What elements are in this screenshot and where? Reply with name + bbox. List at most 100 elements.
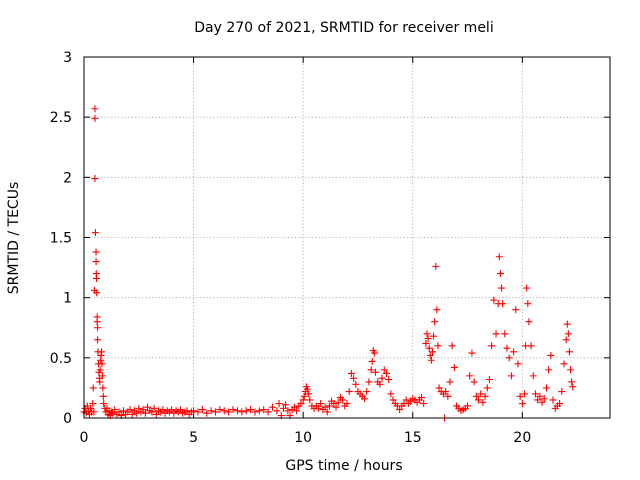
y-tick-label: 1.5 [50,231,72,247]
data-point [139,406,147,414]
data-point [332,403,340,411]
data-point [556,400,564,408]
data-point [284,407,292,415]
data-point [428,348,436,356]
data-point [420,400,428,408]
data-point [534,396,542,404]
data-point [427,356,435,364]
data-point [376,380,384,388]
data-point [238,408,246,416]
data-point [444,392,452,400]
data-point [424,335,432,343]
data-point [141,409,149,417]
data-point [531,390,539,398]
data-point [207,407,215,415]
data-point [98,360,106,368]
chart-title: Day 270 of 2021, SRMTID for receiver mel… [194,20,493,36]
data-point [496,270,504,278]
data-point [279,404,287,412]
data-point [89,384,97,392]
x-axis-label: GPS time / hours [285,458,402,474]
data-point [300,392,308,400]
data-point [525,318,533,326]
data-point [510,348,518,356]
y-tick-label: 0 [63,411,72,427]
data-point [435,384,443,392]
data-point [135,404,143,412]
data-point [321,403,329,411]
data-point [96,378,104,386]
data-point [255,407,263,415]
data-point [352,380,360,388]
data-point [148,408,156,416]
data-point [426,351,434,359]
data-point [380,366,388,374]
data-point [94,336,102,344]
data-point [558,388,566,396]
data-point [133,409,141,417]
data-point [98,372,106,380]
data-point [297,400,305,408]
data-point [304,385,312,393]
data-point [560,360,568,368]
x-tick-label: 5 [189,430,198,446]
data-point [150,404,158,412]
data-point [483,384,491,392]
data-point [128,410,136,418]
data-point [92,248,100,256]
data-point [176,406,184,414]
data-point [431,318,439,326]
data-point [268,403,276,411]
data-point [190,407,198,415]
data-point [448,342,456,350]
x-tick-labels: 0 5 10 15 20 [80,430,532,446]
data-point [91,175,99,183]
data-point [466,372,474,380]
data-point [423,330,431,338]
data-point [568,378,576,386]
y-tick-label: 1 [63,291,72,307]
data-point [306,396,314,404]
data-point [159,406,167,414]
data-point [144,403,152,411]
data-point [92,258,100,266]
data-point [152,410,160,418]
data-point [495,253,503,261]
data-point [505,354,513,362]
data-point [507,372,515,380]
data-point [563,320,571,328]
data-point [251,408,259,416]
data-point [293,407,301,415]
data-point [260,406,268,414]
data-point [363,388,371,396]
data-point [472,392,480,400]
data-point [475,396,482,404]
data-point [242,407,250,415]
data-point [330,400,338,408]
data-point [108,409,116,417]
data-point [442,388,450,396]
data-point [564,330,572,338]
data-point [396,406,404,414]
data-point [99,392,107,400]
data-point [282,401,290,409]
data-point [115,408,123,416]
data-point [317,400,325,408]
data-point [425,344,433,352]
data-point [233,407,241,415]
x-tick-label: 0 [80,430,89,446]
data-point [92,274,100,282]
data-point [111,406,119,414]
data-point [512,306,520,314]
data-point [275,400,283,408]
data-point [203,409,211,417]
data-point [562,336,570,344]
data-point [323,408,331,416]
data-point [569,383,577,391]
grid-lines [84,57,610,418]
data-point [432,262,440,270]
data-point [485,375,493,383]
data-point [119,407,127,415]
data-point [347,369,355,377]
data-point [477,390,485,398]
